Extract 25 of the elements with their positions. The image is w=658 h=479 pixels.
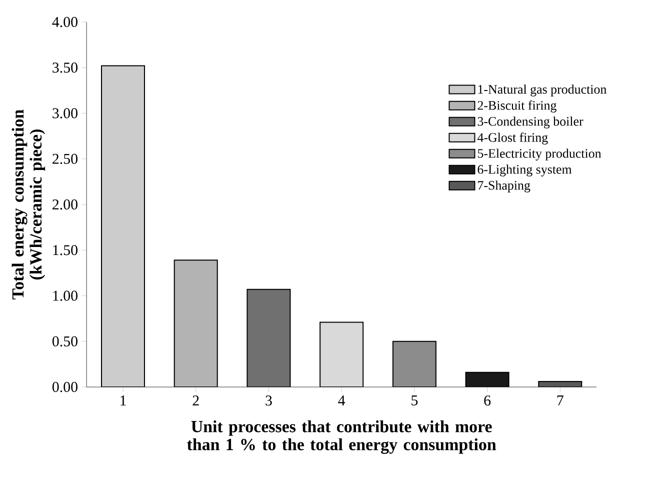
y-tick-label: 1.50 <box>53 245 78 256</box>
y-tick-label: 2.00 <box>52 199 78 210</box>
legend-label: 3-Condensing boiler <box>478 116 584 128</box>
x-tick-label: 6 <box>484 396 491 406</box>
legend-label: 1-Natural gas production <box>478 84 606 96</box>
legend-label: 6-Lighting system <box>478 164 572 176</box>
y-tick-label: 4.00 <box>52 16 78 28</box>
x-tick-label: 1 <box>120 396 126 406</box>
legend-label: 7-Shaping <box>478 180 530 192</box>
x-tick-label: 7 <box>557 396 564 406</box>
x-axis-title: Unit processes that contribute with more than 1 % to the total energy consumption <box>187 420 496 454</box>
x-tick-label: 2 <box>192 396 199 406</box>
y-tick-label: 3.50 <box>52 62 78 73</box>
legend-label: 4-Glost firing <box>477 132 548 145</box>
legend-label: 5-Electricity production <box>478 148 602 160</box>
x-tick-label: 3 <box>266 396 272 406</box>
y-tick-label: 0.00 <box>52 382 78 392</box>
y-tick-label: 1.00 <box>53 290 78 301</box>
legend-label: 2-Biscuit firing <box>478 100 556 112</box>
y-tick-label: 3.00 <box>52 108 78 118</box>
y-tick-label: 0.50 <box>52 336 78 346</box>
y-axis-title: Total energy consumption (kWh/ceramic piece) <box>12 110 46 300</box>
x-tick-label: 4 <box>338 396 346 406</box>
x-tick-label: 5 <box>412 396 418 406</box>
y-tick-label: 2.50 <box>52 154 78 164</box>
